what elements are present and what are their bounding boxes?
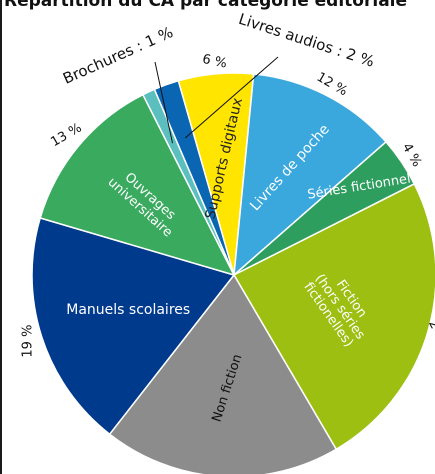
left-frame-rule	[0, 0, 2, 474]
pie-slices	[31, 72, 435, 474]
slice-percent-scolaires: 19 %	[21, 325, 36, 358]
slice-audio	[153, 79, 235, 276]
slice-percent-supports: 6 %	[201, 52, 228, 72]
chart-title: Répartition du CA par catégorie éditoria…	[4, 0, 408, 11]
callout-line-audio	[184, 56, 279, 139]
slice-universitaires	[39, 93, 236, 277]
slice-nonfiction	[108, 273, 338, 474]
slice-fiction	[232, 182, 435, 451]
slice-scolaires	[31, 217, 236, 436]
callout-line-brochures	[154, 61, 174, 144]
slice-label-scolaires: Manuels scolaires	[66, 302, 190, 318]
slice-poche	[233, 73, 388, 277]
callout-label-audio: Livres audios : 2 %	[236, 10, 376, 71]
